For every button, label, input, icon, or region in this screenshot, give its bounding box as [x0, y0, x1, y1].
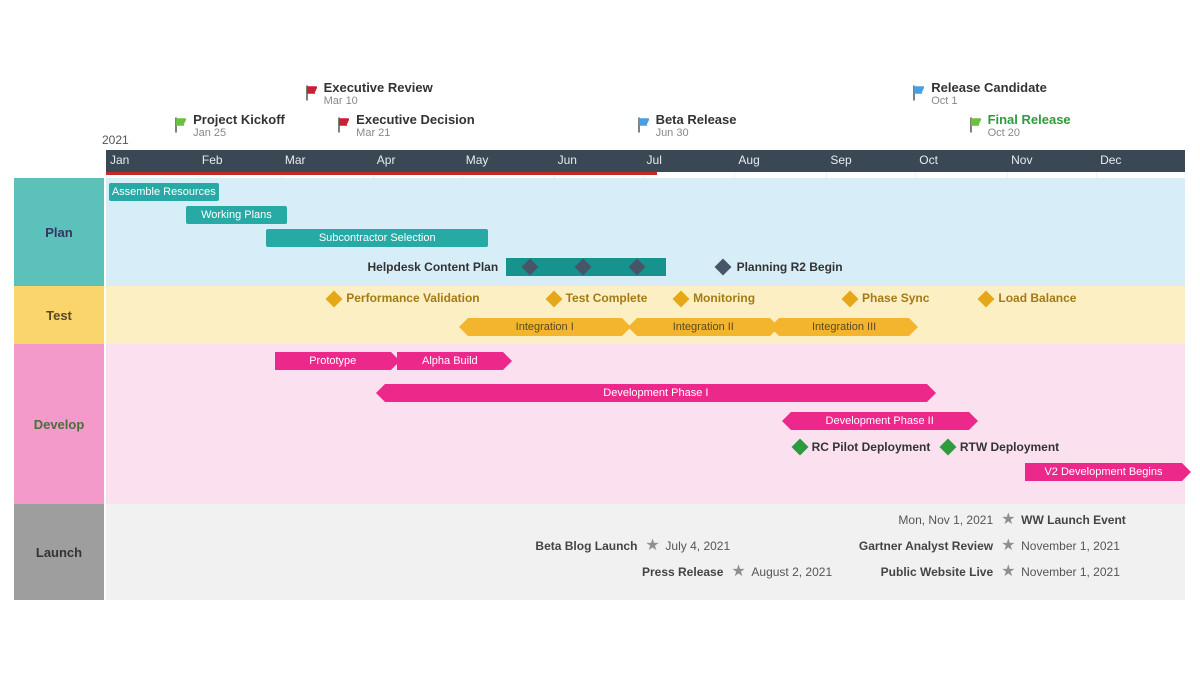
- star-icon: ★: [1001, 564, 1015, 580]
- task-label: Helpdesk Content Plan: [326, 260, 498, 274]
- milestone-label: Load Balance: [998, 291, 1076, 305]
- month-label: Nov: [1011, 153, 1032, 167]
- milestone-title: Beta Release: [656, 112, 737, 127]
- milestone-date: Mar 10: [324, 95, 358, 107]
- milestone-date: Jan 25: [193, 127, 226, 139]
- flag-icon: [911, 84, 929, 102]
- timeline-underline: [106, 172, 657, 175]
- task-bar: Working Plans: [186, 206, 287, 224]
- month-label: Sep: [830, 153, 851, 167]
- month-label: Jun: [558, 153, 577, 167]
- star-icon: ★: [1001, 512, 1015, 528]
- star-icon: ★: [645, 538, 659, 554]
- swimlane-label: Test: [14, 286, 104, 344]
- star-icon: ★: [1001, 538, 1015, 554]
- swimlane-band: [106, 344, 1185, 504]
- milestone-title: Final Release: [988, 112, 1071, 127]
- task-bar: Assemble Resources: [109, 183, 219, 201]
- month-label: Jul: [647, 153, 662, 167]
- month-label: Dec: [1100, 153, 1121, 167]
- gantt-timeline-chart: 2021 Jan Feb Mar Apr May Jun Jul Aug Sep Oct Nov Dec…: [0, 0, 1200, 675]
- phase-bar: Integration I: [468, 318, 622, 336]
- month-label: Oct: [919, 153, 938, 167]
- event-label: July 4, 2021: [665, 539, 730, 553]
- month-label: Apr: [377, 153, 396, 167]
- event-label: November 1, 2021: [1021, 539, 1120, 553]
- milestone-date: Oct 1: [931, 95, 957, 107]
- flag-icon: [173, 116, 191, 134]
- year-label: 2021: [102, 133, 129, 147]
- event-label: Beta Blog Launch: [391, 539, 637, 553]
- milestone-label: Monitoring: [693, 291, 755, 305]
- milestone-label: RTW Deployment: [960, 440, 1059, 454]
- milestone-date: Jun 30: [656, 127, 689, 139]
- milestone-date: Oct 20: [988, 127, 1020, 139]
- phase-bar: Alpha Build: [397, 352, 504, 370]
- month-label: Feb: [202, 153, 223, 167]
- event-label: WW Launch Event: [1021, 513, 1126, 527]
- flag-icon: [636, 116, 654, 134]
- milestone-title: Executive Decision: [356, 112, 475, 127]
- month-label: Mar: [285, 153, 306, 167]
- flag-icon: [304, 84, 322, 102]
- swimlane-label: Develop: [14, 344, 104, 504]
- month-label: Jan: [110, 153, 129, 167]
- milestone-title: Project Kickoff: [193, 112, 285, 127]
- task-bar: Subcontractor Selection: [266, 229, 488, 247]
- star-icon: ★: [731, 564, 745, 580]
- milestone-label: Planning R2 Begin: [737, 260, 843, 274]
- milestone-label: RC Pilot Deployment: [812, 440, 931, 454]
- month-label: May: [466, 153, 489, 167]
- milestone-label: Test Complete: [566, 291, 648, 305]
- milestone-label: Phase Sync: [862, 291, 929, 305]
- phase-bar: Prototype: [275, 352, 391, 370]
- swimlane-label: Launch: [14, 504, 104, 600]
- event-label: Gartner Analyst Review: [747, 539, 993, 553]
- phase-bar: V2 Development Begins: [1025, 463, 1182, 481]
- flag-icon: [968, 116, 986, 134]
- milestone-date: Mar 21: [356, 127, 390, 139]
- milestone-title: Release Candidate: [931, 80, 1047, 95]
- phase-bar: Integration II: [637, 318, 770, 336]
- milestone-title: Executive Review: [324, 80, 433, 95]
- event-label: November 1, 2021: [1021, 565, 1120, 579]
- phase-bar: Development Phase II: [791, 412, 969, 430]
- phase-bar: Development Phase I: [385, 384, 927, 402]
- event-label: Mon, Nov 1, 2021: [747, 513, 993, 527]
- event-label: Public Website Live: [747, 565, 993, 579]
- swimlane-label: Plan: [14, 178, 104, 286]
- phase-bar: Integration III: [779, 318, 909, 336]
- flag-icon: [336, 116, 354, 134]
- milestone-label: Performance Validation: [346, 291, 479, 305]
- month-label: Aug: [738, 153, 759, 167]
- event-label: Press Release: [477, 565, 723, 579]
